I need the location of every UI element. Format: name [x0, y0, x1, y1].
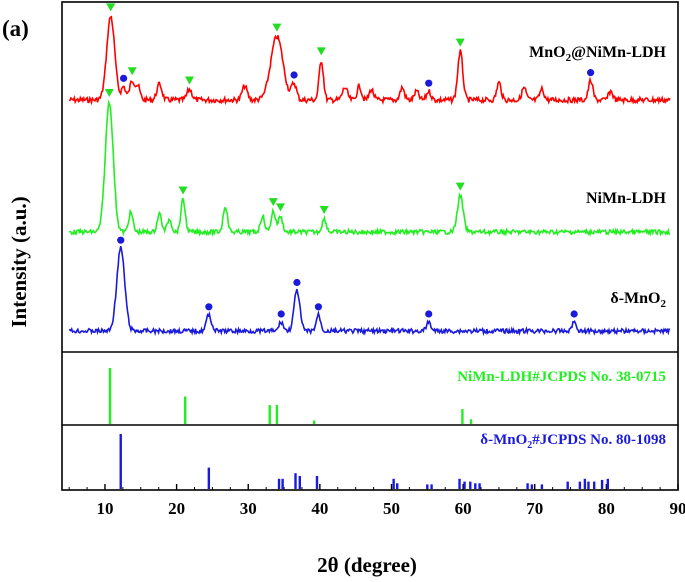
y-axis-label: Intensity (a.u.) — [7, 196, 31, 327]
mno2-peak-marker — [205, 303, 213, 311]
series-label: MnO2@NiMn-LDH — [529, 44, 666, 64]
mno2-peak-marker — [314, 303, 323, 311]
series-line — [68, 246, 671, 337]
reference-label: δ-MnO2#JCPDS No. 80-1098 — [480, 432, 666, 451]
x-tick-label: 50 — [383, 499, 400, 518]
ldh-peak-marker — [319, 206, 329, 214]
ldh-peak-marker — [275, 203, 285, 212]
x-tick-label: 20 — [168, 499, 185, 518]
ldh-peak-marker — [106, 3, 116, 12]
x-tick-label: 90 — [670, 499, 685, 518]
x-axis-label: 2θ (degree) — [317, 553, 417, 577]
ldh-peak-marker — [272, 23, 282, 32]
mno2-peak-marker — [120, 74, 128, 82]
mno2-peak-marker — [587, 69, 595, 77]
mno2-peak-marker — [293, 278, 301, 287]
mno2-peak-marker — [290, 71, 298, 79]
series-label: NiMn-LDH — [586, 190, 667, 207]
x-tick-label: 80 — [598, 499, 615, 518]
series-line — [68, 15, 671, 106]
ldh-peak-marker — [455, 38, 465, 47]
mno2-peak-marker — [425, 79, 433, 87]
reference-label: NiMn-LDH#JCPDS No. 38-0715 — [457, 369, 666, 385]
panel-label: (a) — [2, 16, 29, 41]
ldh-peak-marker — [268, 198, 278, 207]
ldh-peak-marker — [316, 47, 326, 56]
ldh-peak-marker — [178, 186, 188, 195]
x-tick-label: 70 — [526, 499, 543, 518]
ldh-peak-marker — [184, 76, 194, 85]
plot-area: 10 20 30 40 50 60 70 80 90 MnO2@NiMn-LDH NiMn-LDH δ… — [61, 1, 685, 518]
mno2-peak-marker — [117, 236, 125, 244]
x-tick-label: 40 — [311, 499, 328, 518]
x-tick-label: 10 — [96, 499, 113, 518]
series-label: δ-MnO2 — [610, 290, 666, 310]
mno2-peak-marker — [425, 310, 433, 318]
x-tick-label: 60 — [455, 499, 472, 518]
ldh-peak-marker — [127, 67, 137, 76]
ldh-peak-marker — [455, 182, 465, 191]
mno2-peak-marker — [277, 310, 285, 318]
series-line — [68, 99, 671, 238]
ldh-peak-marker — [104, 89, 114, 97]
x-tick-label: 30 — [240, 499, 257, 518]
mno2-peak-marker — [570, 310, 578, 318]
plot-frame — [61, 1, 679, 491]
